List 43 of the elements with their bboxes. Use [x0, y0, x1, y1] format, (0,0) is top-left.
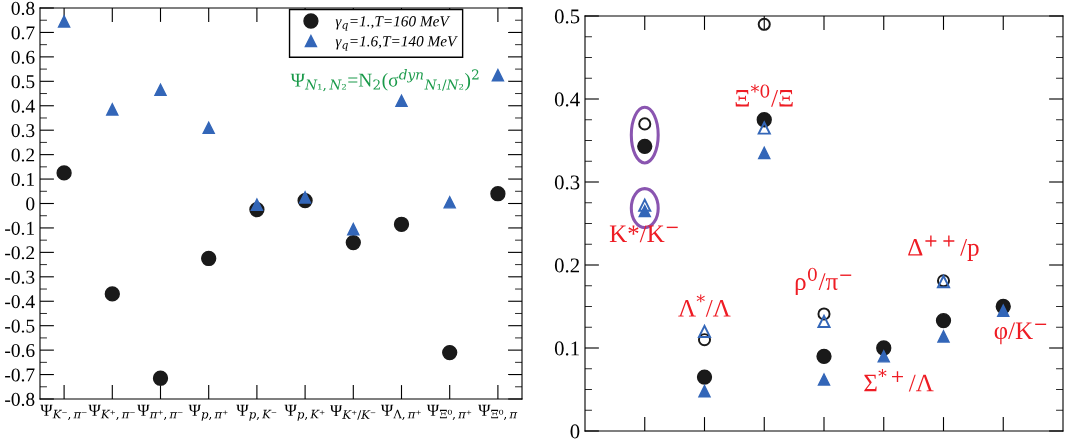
annotation: ρ$^{0}$/π$^{−}$ — [795, 267, 852, 296]
x-tick-label: Ψ$_{p,K⁺}$ — [284, 404, 325, 421]
annotation: Λ$^{*}$/Λ — [678, 294, 731, 317]
y-tick-label: 0.5 — [11, 75, 35, 89]
y-tick-label: 0 — [570, 424, 580, 439]
y-tick-label: 0.4 — [11, 99, 35, 113]
y-tick-label: 0.4 — [554, 92, 580, 107]
x-tick-label: Ψ$_{K⁻,π⁻}$ — [40, 404, 87, 420]
annotation: K*/K$^{−}$ — [609, 225, 678, 243]
x-tick-label: Ψ$_{K⁺,π⁻}$ — [88, 404, 135, 420]
annotation: Σ$^{*+}$/Λ — [864, 369, 934, 392]
y-tick-label: -0.8 — [5, 392, 35, 407]
y-tick-label: -0.1 — [5, 221, 34, 235]
y-tick-label: -0.7 — [5, 368, 35, 382]
y-tick-label: 0 — [26, 197, 35, 211]
x-tick-label: Ψ$_{p,K⁻}$ — [236, 404, 277, 421]
x-tick-label: Ψ$_{π⁺,π⁻}$ — [137, 404, 183, 420]
text: Ψ$_{N₁,N₂}$=N$_{2}$(σ$^{dyn}$$_{N₁/N₂}$)$^{2}$ — [290, 69, 479, 92]
y-tick-label: 0.2 — [554, 258, 579, 273]
y-tick-label: -0.6 — [5, 343, 35, 358]
y-tick-label: 0.1 — [11, 172, 34, 187]
y-tick-label: 0.5 — [554, 9, 580, 24]
x-tick-label: Ψ$_{K⁺/K⁻}$ — [330, 405, 376, 420]
y-tick-label: -0.4 — [5, 295, 35, 309]
y-tick-label: 0.8 — [11, 1, 35, 16]
y-tick-label: 0.7 — [11, 26, 35, 40]
y-tick-label: -0.3 — [5, 270, 35, 284]
y-tick-label: 0.3 — [554, 175, 580, 190]
y-tick-label: 0.6 — [11, 50, 35, 64]
y-tick-label: 0.2 — [11, 148, 35, 162]
x-tick-label: Ψ$_{Ξ⁰,π}$ — [478, 404, 518, 420]
x-tick-label: Ψ$_{p,π⁺}$ — [188, 404, 228, 421]
annotation: Ξ$^{*0}$/Ξ — [735, 84, 793, 107]
y-tick-label: 0.1 — [554, 341, 579, 356]
x-tick-label: Ψ$_{Λ,π⁺}$ — [380, 404, 421, 420]
annotation: φ/K$^{−}$ — [994, 322, 1047, 345]
y-tick-label: 0.3 — [11, 124, 35, 138]
x-tick-label: Ψ$_{Ξ⁰,π⁺}$ — [426, 404, 472, 420]
annotation: Δ$^{++}$/p — [908, 235, 979, 261]
y-tick-label: -0.5 — [5, 319, 35, 333]
y-tick-label: -0.2 — [5, 246, 35, 260]
legend-label: γ$_{q}$=1.,T=160 MeV — [335, 16, 451, 31]
legend-label: γ$_{q}$=1.6,T=140 MeV — [335, 36, 458, 51]
